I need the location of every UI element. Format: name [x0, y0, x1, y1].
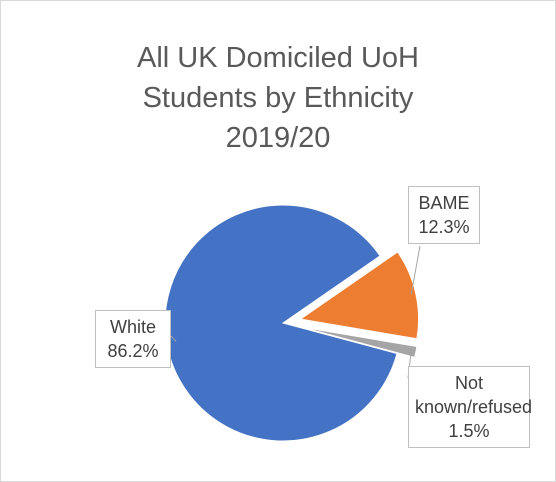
label-category: Not known/refused [415, 373, 533, 417]
label-value: 86.2% [107, 341, 159, 361]
data-label: BAME 12.3% [408, 186, 480, 244]
label-category: BAME [418, 193, 470, 213]
data-label: White 86.2% [95, 310, 171, 368]
chart-title: All UK Domiciled UoH Students by Ethnici… [136, 42, 419, 154]
pie-slice [300, 326, 418, 358]
data-label: Not known/refused 1.5% [408, 366, 533, 448]
label-value: 12.3% [418, 217, 470, 237]
leader-line [410, 245, 421, 295]
label-category: White [109, 317, 156, 337]
label-value: 1.5% [448, 421, 490, 441]
leader-line [170, 335, 177, 342]
pie-slice [299, 251, 420, 340]
